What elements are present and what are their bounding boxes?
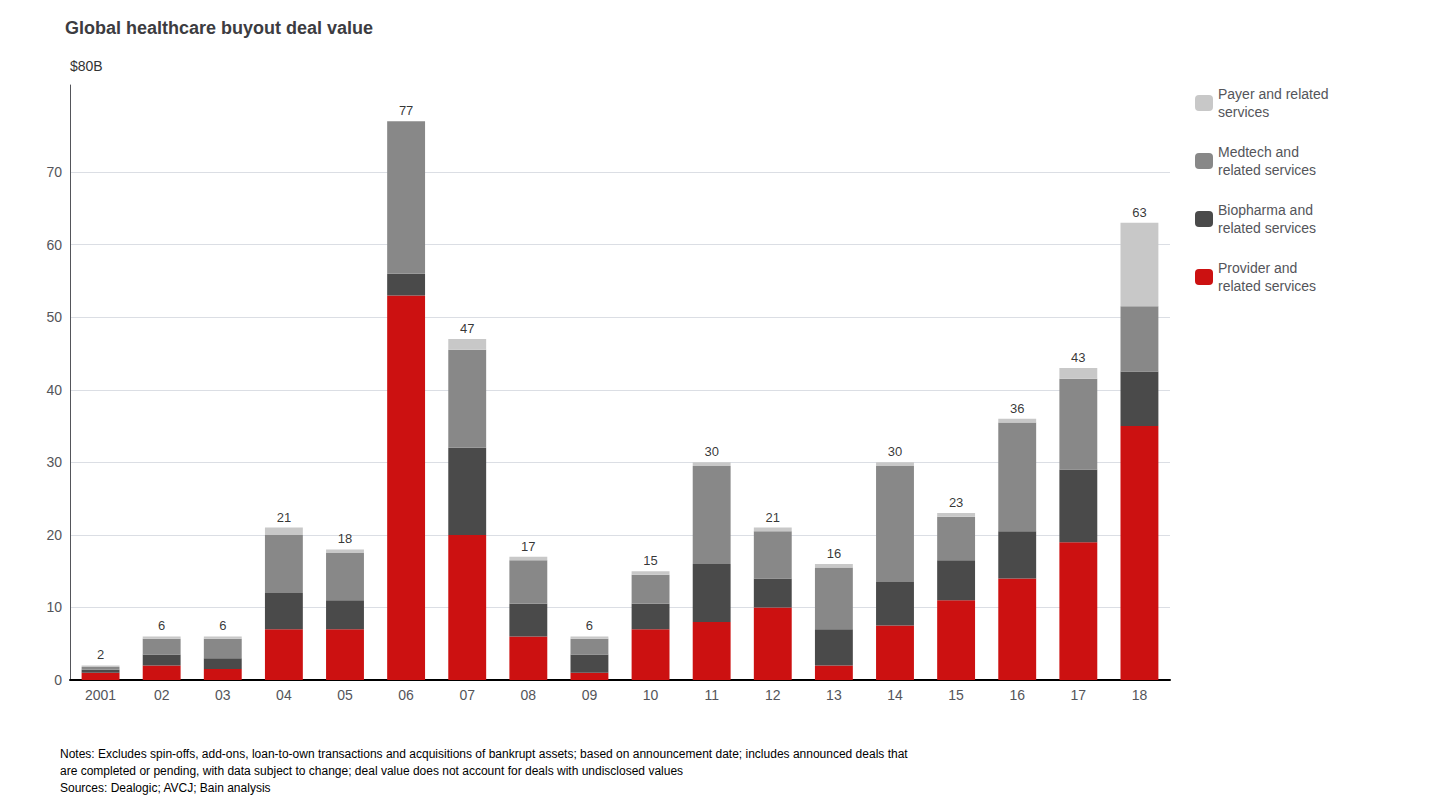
svg-text:20: 20 bbox=[46, 527, 62, 543]
svg-text:15: 15 bbox=[643, 553, 657, 568]
svg-text:17: 17 bbox=[521, 539, 535, 554]
svg-text:services: services bbox=[1218, 104, 1269, 120]
svg-text:related services: related services bbox=[1218, 162, 1316, 178]
svg-text:47: 47 bbox=[460, 321, 474, 336]
svg-text:63: 63 bbox=[1132, 205, 1146, 220]
svg-text:Sources: Dealogic; AVCJ; Bain: Sources: Dealogic; AVCJ; Bain analysis bbox=[60, 781, 271, 795]
svg-text:30: 30 bbox=[704, 444, 718, 459]
svg-text:2: 2 bbox=[97, 647, 104, 662]
svg-text:0: 0 bbox=[54, 672, 62, 688]
svg-text:10: 10 bbox=[643, 687, 659, 703]
svg-text:36: 36 bbox=[1010, 401, 1024, 416]
svg-text:$80B: $80B bbox=[70, 58, 103, 74]
svg-text:10: 10 bbox=[46, 599, 62, 615]
svg-text:6: 6 bbox=[158, 618, 165, 633]
svg-text:17: 17 bbox=[1071, 687, 1087, 703]
svg-text:6: 6 bbox=[219, 618, 226, 633]
svg-text:Global healthcare buyout deal: Global healthcare buyout deal value bbox=[65, 18, 373, 38]
svg-text:04: 04 bbox=[276, 687, 292, 703]
svg-text:02: 02 bbox=[154, 687, 170, 703]
svg-text:06: 06 bbox=[398, 687, 414, 703]
svg-text:18: 18 bbox=[338, 531, 352, 546]
svg-text:Notes: Excludes spin-offs, add: Notes: Excludes spin-offs, add-ons, loan… bbox=[60, 747, 908, 761]
svg-text:11: 11 bbox=[704, 687, 719, 703]
svg-text:08: 08 bbox=[521, 687, 537, 703]
svg-text:43: 43 bbox=[1071, 350, 1085, 365]
svg-text:40: 40 bbox=[46, 382, 62, 398]
svg-text:21: 21 bbox=[766, 510, 780, 525]
svg-text:50: 50 bbox=[46, 309, 62, 325]
svg-text:03: 03 bbox=[215, 687, 231, 703]
svg-text:30: 30 bbox=[888, 444, 902, 459]
svg-text:70: 70 bbox=[46, 164, 62, 180]
svg-text:09: 09 bbox=[582, 687, 598, 703]
svg-text:12: 12 bbox=[765, 687, 781, 703]
svg-text:21: 21 bbox=[277, 510, 291, 525]
svg-text:23: 23 bbox=[949, 495, 963, 510]
svg-text:16: 16 bbox=[827, 546, 841, 561]
svg-text:15: 15 bbox=[948, 687, 964, 703]
svg-text:Payer and related: Payer and related bbox=[1218, 86, 1329, 102]
svg-text:05: 05 bbox=[337, 687, 353, 703]
svg-text:related services: related services bbox=[1218, 220, 1316, 236]
svg-text:16: 16 bbox=[1009, 687, 1025, 703]
svg-text:2001: 2001 bbox=[85, 687, 116, 703]
svg-text:are completed or pending, with: are completed or pending, with data subj… bbox=[60, 764, 683, 778]
svg-text:related services: related services bbox=[1218, 278, 1316, 294]
svg-text:60: 60 bbox=[46, 237, 62, 253]
svg-text:13: 13 bbox=[826, 687, 842, 703]
svg-text:Provider and: Provider and bbox=[1218, 260, 1297, 276]
svg-text:Medtech and: Medtech and bbox=[1218, 144, 1299, 160]
svg-text:Biopharma and: Biopharma and bbox=[1218, 202, 1313, 218]
svg-text:77: 77 bbox=[399, 103, 413, 118]
svg-text:14: 14 bbox=[887, 687, 903, 703]
svg-text:30: 30 bbox=[46, 454, 62, 470]
svg-text:18: 18 bbox=[1132, 687, 1148, 703]
svg-text:6: 6 bbox=[586, 618, 593, 633]
svg-text:07: 07 bbox=[459, 687, 475, 703]
